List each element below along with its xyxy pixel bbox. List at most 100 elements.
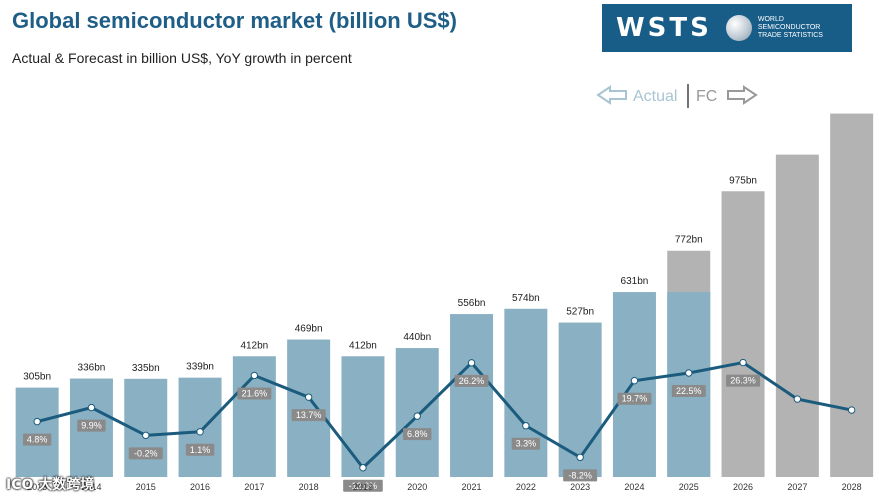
legend-fc-label: FC <box>696 88 717 105</box>
globe-icon <box>725 15 752 41</box>
growth-point <box>793 395 802 403</box>
x-tick-label: 2015 <box>136 482 156 492</box>
growth-label: 6.8% <box>407 429 428 439</box>
growth-label-box <box>185 443 215 456</box>
bar <box>504 308 548 477</box>
growth-label-box <box>343 479 383 492</box>
chart-subtitle: Actual & Forecast in billion US$, YoY gr… <box>12 50 352 66</box>
growth-label-box <box>237 387 272 400</box>
growth-label: 19.7% <box>622 394 648 404</box>
x-tick-label: 2028 <box>842 482 862 492</box>
bar-value-label: 772bn <box>675 235 703 246</box>
bar-value-label: 335bn <box>132 363 160 374</box>
growth-point <box>739 358 747 367</box>
growth-line <box>36 361 852 470</box>
actual-forecast-legend: Actual FC <box>596 84 758 108</box>
x-tick-label: 2023 <box>570 482 590 492</box>
growth-point <box>359 464 367 472</box>
growth-point <box>304 393 313 401</box>
growth-label-box <box>403 428 432 441</box>
logo-caption: WORLD SEMICONDUCTOR TRADE STATISTICS <box>758 16 823 40</box>
bar-value-label: 631bn <box>621 276 649 287</box>
bar-actual-portion <box>667 292 711 477</box>
bar <box>612 292 656 477</box>
growth-point <box>685 369 693 377</box>
bar-value-label: 339bn <box>186 362 214 373</box>
bar <box>341 356 385 477</box>
growth-label-box <box>291 409 326 422</box>
growth-label: 21.6% <box>242 388 268 398</box>
x-tick-label: 2027 <box>787 482 807 492</box>
x-tick-label: 2021 <box>462 482 482 492</box>
bar-value-label: 336bn <box>78 363 106 374</box>
bar-value-label: 440bn <box>403 332 431 343</box>
growth-label-box <box>77 419 106 432</box>
logo-line: WORLD <box>757 16 784 23</box>
growth-label-box <box>617 392 652 405</box>
growth-label: -8.2% <box>568 470 592 480</box>
bar <box>830 113 874 477</box>
bar-value-label: 305bn <box>23 372 51 383</box>
bar <box>287 339 331 477</box>
bar-value-label: 469bn <box>295 324 323 335</box>
watermark-text: ICO 大数跨境 <box>6 477 95 493</box>
wsts-logo: WSTS WORLD SEMICONDUCTOR TRADE STATISTIC… <box>602 4 852 52</box>
x-tick-label: 2014 <box>81 482 101 492</box>
growth-point <box>576 453 584 462</box>
bar-value-label: 412bn <box>349 340 377 351</box>
growth-label-box <box>454 374 489 387</box>
bar <box>15 387 59 477</box>
growth-label-box <box>128 447 163 460</box>
growth-point <box>250 371 259 380</box>
growth-point <box>467 359 476 367</box>
bar <box>558 322 602 477</box>
growth-label: 13.7% <box>296 410 322 420</box>
growth-label-box <box>511 437 541 450</box>
x-tick-label: 2024 <box>624 482 644 492</box>
bar-value-label: 574bn <box>512 293 540 304</box>
bar <box>775 154 819 477</box>
x-tick-label: 2026 <box>733 482 753 492</box>
x-tick-label: 2025 <box>679 482 699 492</box>
growth-point <box>196 428 204 436</box>
growth-label: 26.2% <box>459 376 485 386</box>
growth-label: 1.1% <box>190 445 211 455</box>
logo-line: TRADE STATISTICS <box>757 32 823 39</box>
chart-title: Global semiconductor market (billion US$… <box>12 8 457 33</box>
bar <box>450 314 494 477</box>
bar <box>178 377 222 477</box>
bar-value-label: 975bn <box>729 175 757 186</box>
growth-label-box <box>671 385 706 397</box>
bar-value-label: 527bn <box>566 307 594 318</box>
x-tick-label: 2016 <box>190 482 210 492</box>
growth-label: 22.5% <box>676 386 702 396</box>
growth-point <box>87 403 96 412</box>
growth-label: 3.3% <box>516 439 537 449</box>
growth-label: -0.2% <box>134 448 158 458</box>
x-tick-label: 2019 <box>353 482 373 492</box>
left-arrow-icon <box>596 85 627 105</box>
logo-line: SEMICONDUCTOR <box>757 24 821 31</box>
logo-wordmark: WSTS <box>616 13 712 43</box>
growth-label-box <box>726 374 761 387</box>
growth-point <box>33 417 41 426</box>
bar-value-label: 556bn <box>458 298 486 309</box>
bar-value-label: 412bn <box>240 340 268 351</box>
legend-actual-label: Actual <box>633 88 677 105</box>
growth-label-box <box>22 433 52 446</box>
growth-point <box>522 422 530 430</box>
x-tick-label: 2020 <box>407 482 427 492</box>
growth-label-box <box>563 469 598 482</box>
x-tick-label: 2018 <box>299 482 319 492</box>
growth-label: 9.9% <box>81 421 102 431</box>
x-tick-label: 2013 <box>27 482 47 492</box>
right-arrow-icon <box>727 85 758 105</box>
bar <box>721 191 765 477</box>
growth-label: 4.8% <box>27 435 48 445</box>
growth-label: -12.0% <box>349 481 378 491</box>
growth-point <box>413 412 421 420</box>
growth-label: 26.3% <box>730 376 756 386</box>
x-tick-label: 2022 <box>516 482 536 492</box>
growth-point <box>847 406 856 414</box>
